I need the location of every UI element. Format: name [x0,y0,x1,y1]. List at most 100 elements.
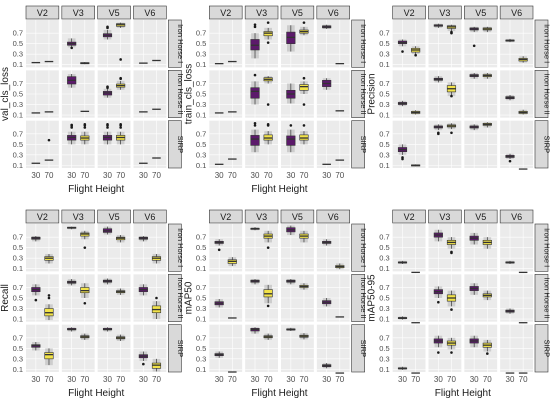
y-tick-label: 0.5 [196,243,206,252]
outlier-point [401,156,404,159]
facet-col-label: V3 [73,212,84,222]
facet-strip-col [464,209,498,224]
outlier-point [450,351,453,354]
outlier-point [253,121,257,125]
y-tick-label: 0.5 [379,140,389,149]
facet-strip-col [244,209,279,224]
chart-6: V2 V3 V5 V6 Iron Horse I Iron Horse II SIRP 0.1… [367,209,550,399]
facet-col-label: V3 [256,212,267,222]
outlier-point [437,131,440,135]
y-tick-label: 0.7 [379,333,389,342]
outlier-point [106,126,109,129]
facet-row-label: Iron Horse II [542,73,550,114]
x-tick-label: 70 [519,375,528,384]
y-tick-label: 0.5 [13,294,23,303]
y-tick-label: 0.1 [379,161,389,170]
x-tick-label: 70 [45,375,54,384]
x-tick-label: 70 [45,171,54,180]
facet-strip-row [534,324,549,373]
x-tick-label: 70 [116,375,125,384]
x-tick-label: 30 [322,171,331,180]
outlier-point [34,298,38,302]
outlier-point [450,308,453,311]
x-tick-label: 30 [251,171,260,180]
facet-strip-col [464,5,498,20]
y-tick-label: 0.7 [13,333,23,342]
x-tick-label: 30 [470,375,479,384]
x-tick-label: 70 [335,171,344,180]
outlier-point [266,103,270,106]
outlier-point [217,248,221,252]
outlier-point [266,246,270,249]
outlier-point [401,50,404,53]
facet-strip-col [280,5,315,20]
y-axis-title: mAP50-95 [367,274,378,322]
x-axis-title: Flight Height [68,184,124,195]
facet-strip-row [168,19,182,68]
y-tick-label: 0.7 [379,233,389,242]
y-tick-label: 0.5 [13,90,23,99]
y-tick-label: 0.1 [379,264,389,273]
x-tick-label: 70 [80,171,89,180]
facet-strip-row [351,274,365,322]
y-tick-label: 0.3 [196,354,206,363]
y-tick-label: 0.1 [13,111,23,120]
x-tick-label: 30 [286,375,295,384]
facet-row-label: Iron Horse I [176,24,185,63]
x-axis-title: Flight Height [435,388,491,399]
x-tick-label: 30 [31,171,40,180]
outlier-point [83,126,87,129]
facet-row-label: SIRP [542,136,550,154]
chart-2: V2 V3 V5 V6 Iron Horse I Iron Horse II SIRP 0.1… [183,5,368,195]
y-tick-label: 0.1 [13,161,23,170]
y-tick-label: 0.5 [13,243,23,252]
facet-strip-col [97,5,131,20]
facet-strip-col [499,5,534,20]
facet-col-label: V3 [439,212,450,222]
facet-col-label: V3 [256,8,267,18]
y-tick-label: 0.7 [13,29,23,38]
facet-strip-col [133,5,167,20]
x-tick-label: 30 [139,375,148,384]
y-tick-label: 0.5 [13,39,23,48]
chart-1: V2 V3 V5 V6 Iron Horse I Iron Horse II SIRP 0.1… [0,5,185,195]
y-tick-label: 0.7 [196,233,206,242]
y-tick-label: 0.3 [196,150,206,159]
outlier-point [302,124,306,127]
x-tick-label: 70 [300,171,309,180]
x-tick-label: 70 [116,171,125,180]
outlier-point [142,362,145,366]
outlier-point [450,94,453,98]
facet-strip-col [499,209,534,224]
outlier-point [266,41,270,44]
facet-strip-row [534,223,549,272]
y-tick-label: 0.3 [379,354,389,363]
y-tick-label: 0.5 [379,90,389,99]
y-tick-label: 0.3 [379,254,389,263]
facet-col-label: V3 [73,8,84,18]
facet-strip-row [351,70,365,118]
box-body [44,352,54,360]
x-tick-label: 30 [215,375,224,384]
y-axis-title: train_cls_loss [183,64,194,125]
facet-strip-row [534,19,549,68]
x-tick-label: 70 [264,375,273,384]
y-tick-label: 0.1 [196,264,206,273]
y-tick-label: 0.7 [379,129,389,138]
facet-strip-col [209,5,243,20]
outlier-point [302,76,306,80]
facet-col-label: V5 [292,212,303,222]
y-tick-label: 0.3 [13,150,23,159]
facet-row-label: Iron Horse II [359,73,368,114]
box-body [250,87,260,99]
y-axis-title: Precision [367,73,378,114]
outlier-point [106,25,109,29]
facet-strip-col [97,209,131,224]
x-axis-title: Flight Height [251,184,307,195]
facet-strip-row [534,274,549,322]
facet-col-label: V5 [292,8,303,18]
outlier-point [266,123,270,126]
y-tick-label: 0.1 [196,161,206,170]
facet-col-label: V6 [511,212,522,222]
